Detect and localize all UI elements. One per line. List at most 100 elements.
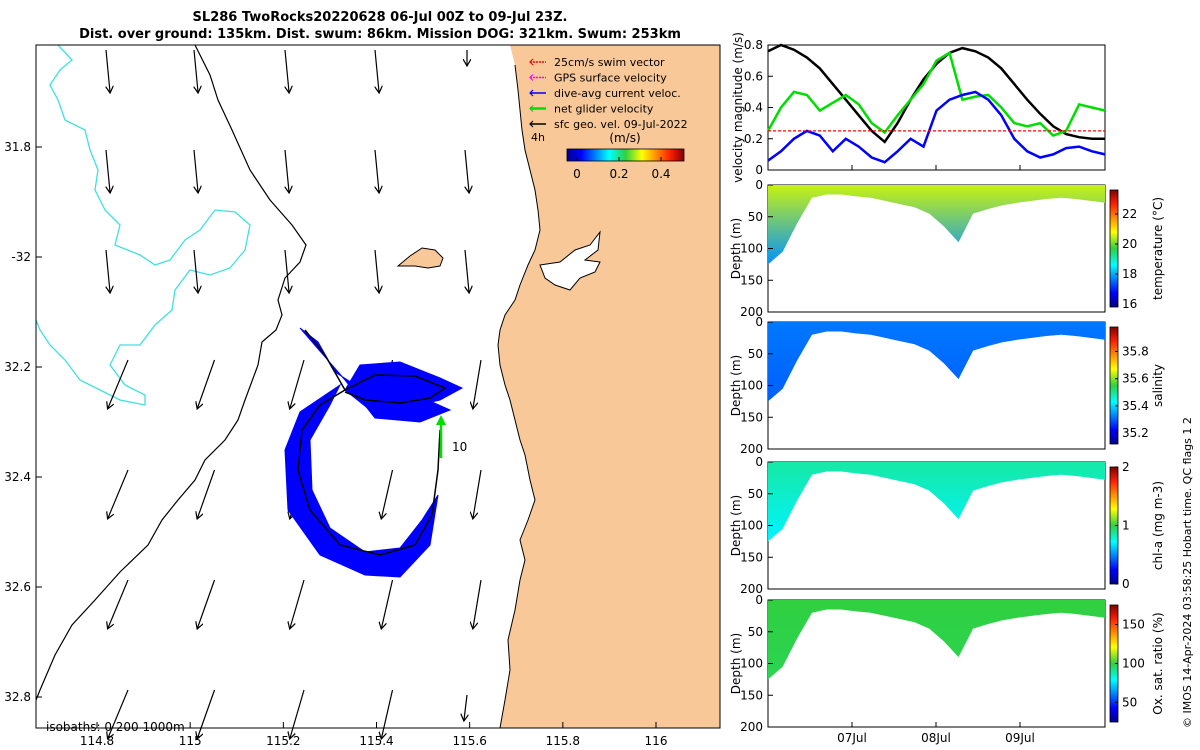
map-xtick-label: 115.6 (452, 734, 486, 748)
map-ytick-label: 32.2 (4, 360, 31, 374)
geo-arrow (284, 149, 289, 192)
section-colorbar-tick-label: 50 (1122, 696, 1137, 710)
estuary-outline (539, 230, 601, 291)
colorbar-tick-label: 0.2 (609, 167, 628, 181)
section-colorbar-tick-label: 22 (1122, 207, 1137, 221)
section-ytick-label: 200 (740, 720, 763, 734)
geo-arrow (198, 689, 216, 738)
section-colorbar-tick-label: 150 (1122, 618, 1145, 632)
section-fill (768, 185, 1105, 265)
isobath-0m (36, 45, 251, 406)
map-legend: 25cm/s swim vector GPS surface velocity di… (529, 56, 688, 144)
glider-track: 10 (284, 327, 467, 578)
geo-arrow (198, 469, 216, 518)
geo-arrow (105, 49, 110, 92)
section-ylabel: Depth (m) (729, 495, 743, 556)
section-colorbar-tick-label: 100 (1122, 657, 1145, 671)
section-ytick-label: 100 (740, 519, 763, 533)
dive-avg-current-band (284, 383, 439, 578)
velocity-series-line (767, 90, 1106, 164)
section-colorbar-tick-label: 18 (1122, 267, 1137, 281)
colorbar-tick-label: 0.4 (651, 167, 670, 181)
section-panel: 0 50 100 150 200 Depth (m) 35.2 35.4 35.6 35.8sal… (729, 315, 1165, 456)
geo-arrow (290, 579, 305, 628)
map-ytick-label: 32.4 (4, 470, 31, 484)
geo-arrow (374, 249, 379, 292)
map-ytick-label: 32.8 (4, 690, 31, 704)
colorbar-tick-label: 0 (573, 167, 581, 181)
section-colorbar-label: salinity (1151, 364, 1165, 407)
section-ytick-label: 100 (740, 379, 763, 393)
coastline (497, 64, 541, 728)
section-ytick-label: 200 (740, 442, 763, 456)
section-ytick-label: 50 (748, 347, 763, 361)
velocity-ytick-label: 0.4 (744, 101, 763, 115)
section-ytick-label: 50 (748, 625, 763, 639)
velocity-ytick-label: 0.2 (744, 132, 763, 146)
section-colorbar (1109, 326, 1119, 445)
geo-arrow (382, 469, 394, 518)
legend-swatch-head (529, 74, 534, 81)
legend-swatch-head (529, 58, 534, 66)
section-colorbar-tick-label: 1 (1122, 519, 1130, 533)
section-colorbar-tick-label: 35.8 (1122, 344, 1149, 358)
section-ytick-label: 200 (740, 305, 763, 319)
section-panel: 0 50 100 150 200 Depth (m) 50 100 150 Ox. sat. ra… (729, 593, 1165, 734)
legend-label: dive-avg current veloc. (554, 87, 681, 100)
section-colorbar-label: Ox. sat. ratio (%) (1151, 612, 1165, 714)
geo-arrow (464, 694, 467, 720)
section-fill (768, 600, 1105, 680)
colorbar-gradient (566, 148, 685, 162)
section-colorbar-tick-label: 35.4 (1122, 399, 1149, 413)
net-glider-arrowhead (436, 415, 446, 425)
geo-arrow (108, 579, 129, 628)
legend-swatch-head (529, 89, 534, 97)
legend-label: sfc geo. vel. 09-Jul-2022 (554, 118, 688, 131)
geo-arrow (193, 49, 198, 92)
section-ytick-label: 50 (748, 487, 763, 501)
map-xtick-label: 115.8 (546, 734, 580, 748)
geo-arrow (284, 249, 289, 292)
isobath-note: isobaths: 0 200 1000m (46, 720, 185, 734)
geo-arrow (105, 149, 110, 192)
velocity-series-line (767, 43, 1105, 144)
section-ytick-label: 0 (755, 455, 763, 469)
legend-label: 25cm/s swim vector (554, 56, 665, 69)
section-colorbar-tick-label: 2 (1122, 460, 1130, 474)
geo-arrow (374, 49, 379, 92)
geo-arrow (290, 359, 305, 408)
geo-arrow (473, 359, 482, 408)
geo-arrow (382, 689, 394, 738)
geo-arrow (473, 579, 482, 628)
section-ytick-label: 0 (755, 178, 763, 192)
velocity-ytick-label: 0.6 (744, 69, 763, 83)
island (396, 247, 444, 269)
section-ytick-label: 0 (755, 593, 763, 607)
section-ytick-label: 100 (740, 242, 763, 256)
section-fill (768, 462, 1105, 542)
section-colorbar-tick-label: 16 (1122, 297, 1137, 311)
map-ytick-label: 32.6 (4, 580, 31, 594)
section-colorbar-tick-label: 20 (1122, 237, 1137, 251)
section-ylabel: Depth (m) (729, 218, 743, 279)
geo-arrow (108, 689, 129, 738)
legend-label: GPS surface velocity (554, 72, 667, 85)
geo-arrow (374, 149, 379, 192)
geo-arrow (464, 249, 469, 292)
section-ylabel: Depth (m) (729, 633, 743, 694)
section-xtick-label: 07Jul (837, 731, 867, 745)
section-colorbar-tick-label: 35.6 (1122, 372, 1149, 386)
section-colorbar-label: temperature (°C) (1151, 197, 1165, 300)
geo-arrow (193, 249, 198, 292)
velocity-ylabel: velocity magnitude (m/s) (731, 32, 745, 183)
section-ytick-label: 100 (740, 657, 763, 671)
footer-note: © IMOS 14-Apr-2024 03:58:25 Hobart time.… (1181, 417, 1194, 728)
geo-arrow (290, 689, 305, 738)
figure-subtitle: Dist. over ground: 135km. Dist. swum: 86… (79, 27, 681, 42)
geo-arrow (464, 149, 469, 192)
dive-avg-current-band (344, 361, 464, 411)
section-xtick-label: 08Jul (921, 731, 951, 745)
section-ytick-label: 150 (740, 410, 763, 424)
section-ytick-label: 0 (755, 315, 763, 329)
geo-arrow (284, 49, 289, 92)
